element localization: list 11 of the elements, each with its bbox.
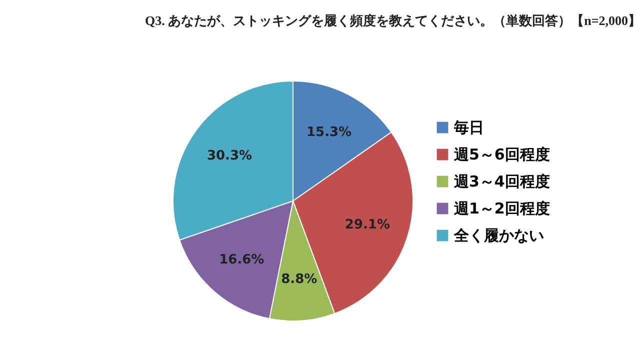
legend-label: 毎日 [453, 118, 484, 136]
legend-label: 週3～4回程度 [453, 172, 550, 190]
legend-label: 週1～2回程度 [453, 200, 550, 218]
data-label: 16.6% [219, 252, 264, 268]
data-label: 30.3% [206, 148, 252, 164]
chart-title: Q3. あなたが、ストッキングを履く頻度を教えてください。（単数回答）【n=2,000】 [145, 13, 640, 28]
data-label: 8.8% [281, 272, 318, 287]
legend-label: 週5～6回程度 [453, 146, 550, 164]
legend-label: 全く履かない [453, 226, 544, 244]
data-label: 29.1% [344, 217, 390, 232]
data-label: 15.3% [306, 124, 352, 140]
